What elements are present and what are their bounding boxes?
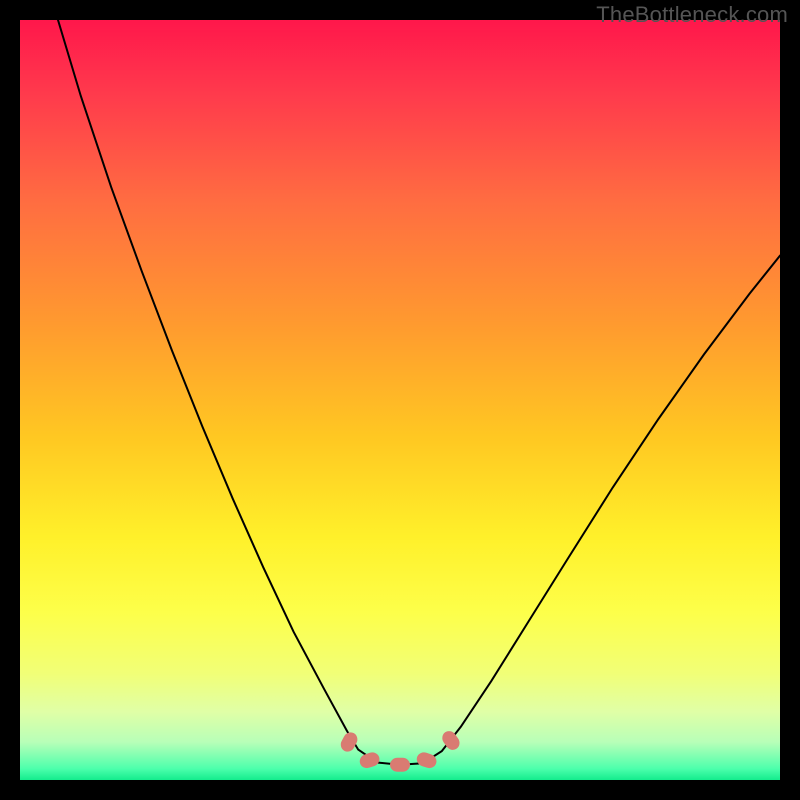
chart-frame: TheBottleneck.com — [0, 0, 800, 800]
gradient-background — [20, 20, 780, 780]
plot-area — [20, 20, 780, 780]
floor-marker — [391, 758, 410, 771]
watermark: TheBottleneck.com — [596, 2, 788, 28]
